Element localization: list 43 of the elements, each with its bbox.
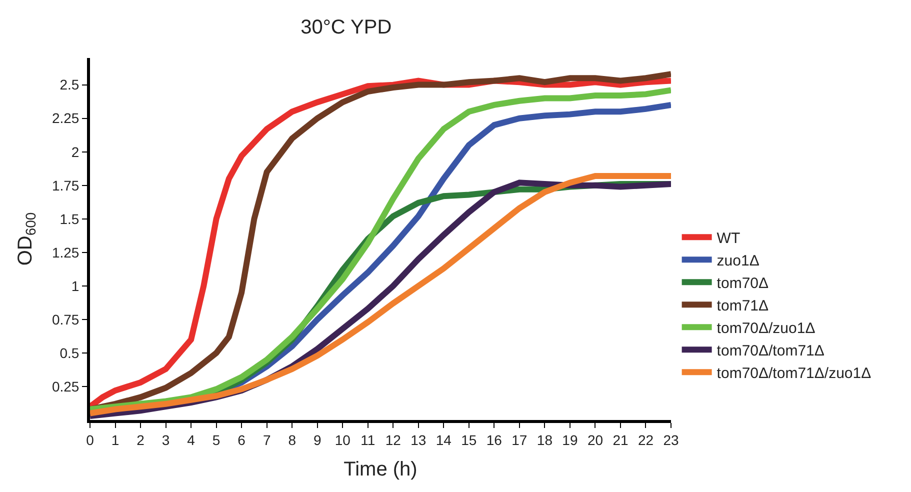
legend-label: zuo1Δ <box>716 252 760 270</box>
x-tick-label: 12 <box>385 432 402 448</box>
x-tick-label: 4 <box>187 432 196 448</box>
legend-label: tom70Δ/tom71Δ <box>716 342 824 360</box>
x-tick-label: 5 <box>212 432 220 448</box>
x-axis-title: Time (h) <box>344 458 418 480</box>
x-tick-label: 0 <box>86 432 94 448</box>
legend-label: WT <box>716 230 740 247</box>
chart-title: 30°C YPD <box>300 16 392 39</box>
y-tick-label: 1 <box>71 278 80 294</box>
y-tick-label: 1.25 <box>52 244 80 260</box>
x-tick-label: 3 <box>162 432 170 448</box>
x-tick-label: 8 <box>288 432 296 448</box>
x-tick-label: 2 <box>136 432 145 448</box>
x-tick-label: 10 <box>334 432 351 448</box>
x-tick-label: 17 <box>512 432 528 448</box>
x-tick-label: 19 <box>562 432 578 448</box>
x-tick-label: 18 <box>536 432 553 448</box>
y-tick-label: 1.5 <box>60 210 80 227</box>
legend-label: tom70Δ/tom71Δ/zuo1Δ <box>716 365 872 382</box>
y-tick-label: 0.75 <box>52 311 80 328</box>
x-tick-label: 13 <box>410 432 426 448</box>
y-tick-label: 0.5 <box>60 344 80 361</box>
x-tick-label: 9 <box>313 432 322 448</box>
x-tick-label: 16 <box>486 432 502 448</box>
x-tick-label: 7 <box>262 432 271 448</box>
legend-label: tom70Δ <box>716 275 769 292</box>
y-tick-label: 2 <box>71 144 80 160</box>
y-tick-label: 0.25 <box>52 378 80 394</box>
y-tick-label: 2.25 <box>52 110 80 126</box>
x-tick-label: 6 <box>238 432 246 448</box>
y-tick-label: 2.5 <box>60 76 80 93</box>
x-tick-label: 14 <box>436 432 452 448</box>
x-tick-label: 22 <box>638 432 654 448</box>
x-tick-label: 15 <box>461 432 477 448</box>
x-tick-label: 1 <box>111 432 120 448</box>
legend-label: tom70Δ/zuo1Δ <box>716 320 816 337</box>
x-tick-label: 20 <box>587 432 604 448</box>
y-tick-label: 1.75 <box>52 177 80 194</box>
x-tick-label: 23 <box>663 432 679 448</box>
legend-label: tom71Δ <box>716 298 769 314</box>
x-tick-label: 21 <box>612 432 628 448</box>
x-tick-label: 11 <box>360 432 376 448</box>
